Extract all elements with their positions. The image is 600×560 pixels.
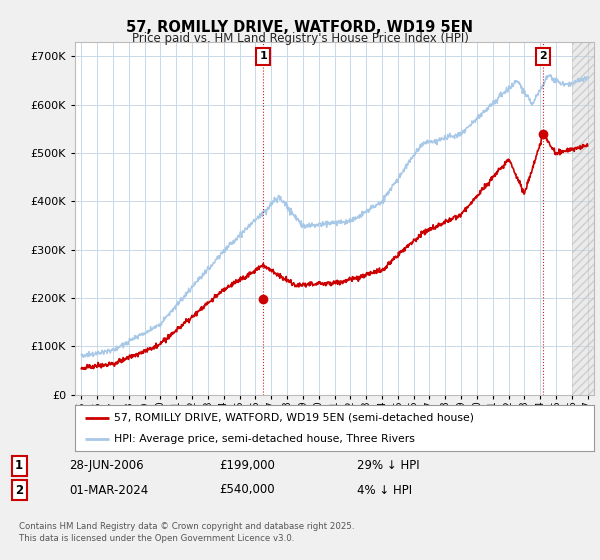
- Text: £199,000: £199,000: [219, 459, 275, 473]
- Text: HPI: Average price, semi-detached house, Three Rivers: HPI: Average price, semi-detached house,…: [114, 435, 415, 444]
- Text: 1: 1: [15, 459, 23, 473]
- Text: 57, ROMILLY DRIVE, WATFORD, WD19 5EN: 57, ROMILLY DRIVE, WATFORD, WD19 5EN: [127, 20, 473, 35]
- Text: 57, ROMILLY DRIVE, WATFORD, WD19 5EN (semi-detached house): 57, ROMILLY DRIVE, WATFORD, WD19 5EN (se…: [114, 413, 474, 423]
- Bar: [572, 42, 594, 395]
- Text: £540,000: £540,000: [219, 483, 275, 497]
- Text: 2: 2: [539, 52, 547, 62]
- Text: 2: 2: [15, 483, 23, 497]
- Text: 28-JUN-2006: 28-JUN-2006: [69, 459, 143, 473]
- Text: Contains HM Land Registry data © Crown copyright and database right 2025.
This d: Contains HM Land Registry data © Crown c…: [19, 522, 355, 543]
- Text: 29% ↓ HPI: 29% ↓ HPI: [357, 459, 419, 473]
- Text: 01-MAR-2024: 01-MAR-2024: [69, 483, 148, 497]
- Text: Price paid vs. HM Land Registry's House Price Index (HPI): Price paid vs. HM Land Registry's House …: [131, 32, 469, 45]
- Text: 4% ↓ HPI: 4% ↓ HPI: [357, 483, 412, 497]
- Text: 1: 1: [259, 52, 267, 62]
